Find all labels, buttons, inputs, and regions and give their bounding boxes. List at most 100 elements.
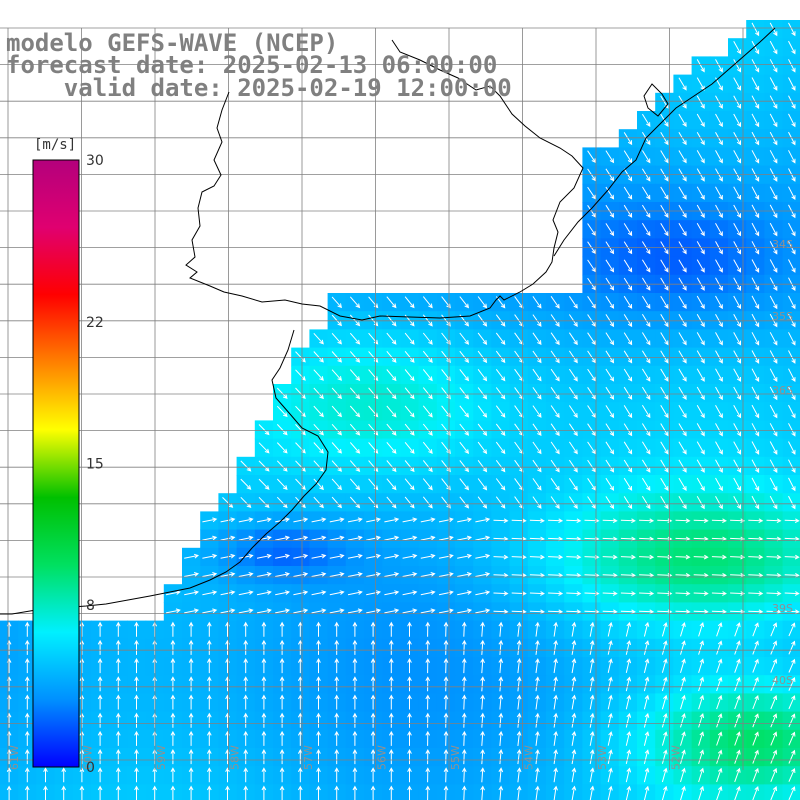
wind-arrow <box>678 132 687 146</box>
wind-arrow <box>641 477 651 491</box>
longitude-label: 56W <box>376 745 389 770</box>
wind-arrow <box>498 730 504 746</box>
wind-arrow <box>696 368 705 382</box>
wind-arrow <box>152 785 158 800</box>
wind-arrow <box>641 368 651 382</box>
wind-arrow <box>553 658 558 674</box>
wind-arrow <box>347 517 363 523</box>
wind-arrow <box>134 712 139 728</box>
wind-arrow <box>641 314 651 328</box>
wind-arrow <box>297 767 303 783</box>
wind-arrow <box>258 496 270 509</box>
wind-arrow <box>571 658 577 674</box>
wind-arrow <box>420 535 436 541</box>
wind-arrow <box>711 554 727 560</box>
wind-arrow <box>788 477 796 492</box>
wind-arrow <box>188 694 194 710</box>
wind-arrow <box>422 478 433 491</box>
wind-arrow <box>769 404 778 419</box>
wind-arrow <box>788 640 796 655</box>
wind-arrow <box>279 785 285 800</box>
wind-arrow <box>696 59 705 73</box>
wind-arrow <box>733 477 741 492</box>
wind-arrow <box>678 459 687 473</box>
wind-arrow <box>788 95 796 110</box>
wind-arrow <box>261 767 267 783</box>
wind-arrow <box>334 658 340 674</box>
wind-arrow <box>459 478 470 491</box>
wind-arrow <box>480 694 485 710</box>
wind-arrow <box>769 423 778 437</box>
wind-arrow <box>550 459 560 473</box>
wind-arrow <box>788 423 796 437</box>
wind-arrow <box>495 314 506 327</box>
wind-arrow <box>480 767 485 783</box>
wind-arrow <box>165 608 181 614</box>
wind-arrow <box>384 535 400 541</box>
wind-arrow <box>602 609 618 615</box>
wind-arrow <box>386 387 397 400</box>
wind-arrow <box>349 351 361 363</box>
wind-arrow <box>366 590 382 596</box>
wind-arrow <box>568 496 578 509</box>
wind-arrow <box>438 590 454 596</box>
wind-arrow <box>370 694 376 710</box>
wind-arrow <box>788 495 796 510</box>
wind-arrow <box>331 332 342 345</box>
wind-arrow <box>751 313 760 328</box>
wind-arrow <box>751 222 760 237</box>
wind-arrow <box>734 731 741 746</box>
wind-arrow <box>566 609 582 615</box>
wind-arrow <box>511 518 527 524</box>
wind-arrow <box>769 113 778 128</box>
wind-arrow <box>316 621 321 637</box>
wind-arrow <box>678 368 687 382</box>
wind-arrow <box>352 730 358 746</box>
wind-arrow <box>678 441 687 455</box>
wind-arrow <box>115 749 121 765</box>
wind-arrow <box>769 40 778 55</box>
wind-arrow <box>678 386 687 400</box>
wind-arrow <box>553 621 558 637</box>
colorbar-unit-label: [m/s] <box>34 137 76 153</box>
wind-arrow <box>498 621 504 637</box>
wind-arrow <box>256 572 272 577</box>
wind-arrow <box>641 113 651 127</box>
wind-arrow <box>698 731 705 746</box>
wind-arrow <box>605 386 615 400</box>
wind-arrow <box>784 518 800 524</box>
model-title: modelo GEFS-WAVE (NCEP) <box>6 29 339 57</box>
wind-arrow <box>422 423 433 436</box>
wind-arrow <box>535 730 540 746</box>
wind-arrow <box>788 259 796 273</box>
wind-arrow <box>607 621 613 637</box>
wind-arrow <box>698 640 705 655</box>
wind-arrow <box>660 441 669 455</box>
wind-arrow <box>660 350 669 364</box>
wind-arrow <box>238 572 254 577</box>
wind-arrow <box>206 694 212 710</box>
wind-arrow <box>752 622 759 637</box>
wind-arrow <box>678 259 687 273</box>
wind-arrow <box>407 658 412 674</box>
wind-arrow <box>256 535 272 541</box>
wind-arrow <box>568 368 578 382</box>
wind-arrow <box>422 350 433 364</box>
wind-arrow <box>788 731 796 746</box>
wind-arrow <box>678 150 687 164</box>
wind-arrow <box>680 658 686 673</box>
wind-arrow <box>550 478 560 491</box>
wind-arrow <box>568 314 578 327</box>
wind-arrow <box>698 694 705 710</box>
wind-arrow <box>331 496 342 509</box>
wind-arrow <box>770 622 778 637</box>
wind-arrow <box>715 259 723 273</box>
latitude-label: 34S <box>772 238 793 251</box>
wind-arrow <box>639 591 655 596</box>
wind-arrow <box>243 676 249 692</box>
wind-arrow <box>620 609 636 615</box>
wind-arrow <box>716 694 723 710</box>
wind-arrow <box>495 332 506 345</box>
wind-arrow <box>206 621 212 637</box>
wind-arrow <box>571 767 577 783</box>
